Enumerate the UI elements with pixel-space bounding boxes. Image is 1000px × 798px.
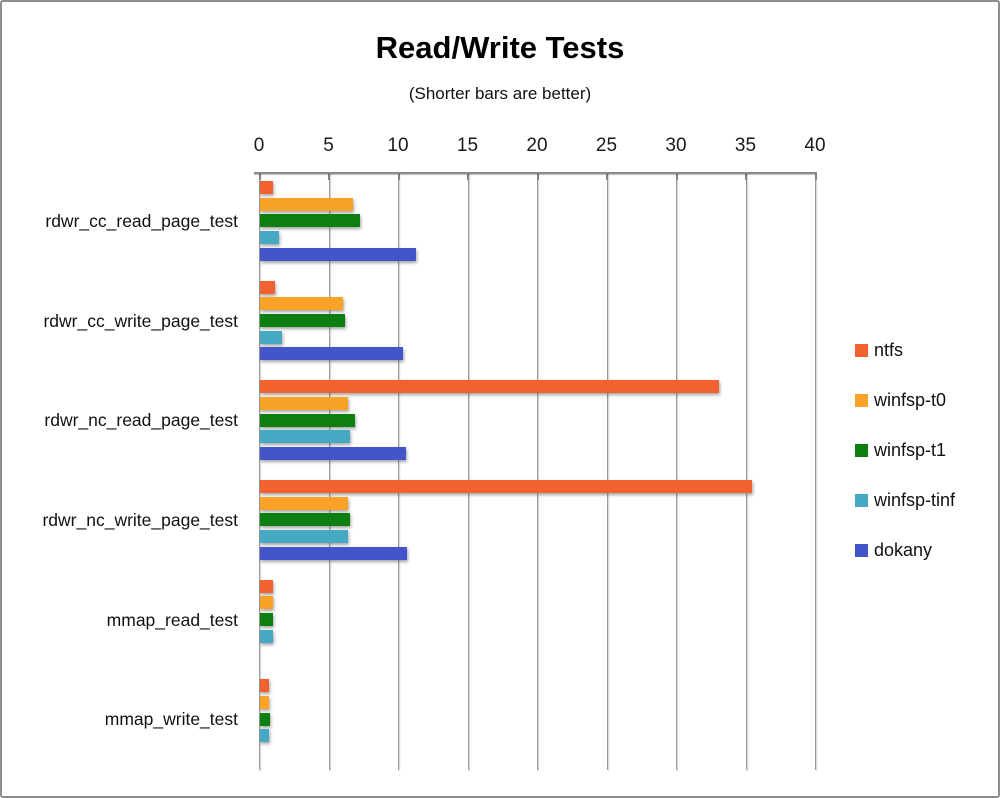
bar-winfsp-t1 — [260, 314, 345, 328]
bar-winfsp-t1 — [260, 613, 273, 627]
axis-tick — [536, 172, 539, 180]
axis-tick — [467, 172, 469, 180]
bar-ntfs — [260, 280, 275, 294]
axis-tick — [814, 172, 817, 180]
bar-winfsp-tinf — [260, 729, 269, 743]
bar-dokany — [260, 447, 406, 461]
bar-winfsp-t1 — [260, 712, 270, 726]
legend-label: winfsp-t0 — [874, 390, 947, 410]
bar-winfsp-t1 — [260, 214, 360, 228]
axis-tick — [328, 172, 330, 180]
legend-swatch-icon — [855, 494, 868, 507]
legend-item-ntfs: ntfs — [855, 340, 903, 361]
bar-winfsp-t0 — [260, 596, 273, 610]
value-axis-line — [254, 172, 815, 174]
category-label: rdwr_cc_read_page_test — [45, 210, 238, 231]
bar-ntfs — [260, 380, 719, 394]
axis-tick — [606, 172, 608, 180]
legend-label: winfsp-t1 — [874, 440, 947, 460]
category-label: mmap_read_test — [106, 609, 238, 630]
category-label: mmap_write_test — [104, 709, 238, 730]
bar-dokany — [260, 546, 407, 560]
bar-dokany — [260, 347, 403, 361]
x-tick-label: 25 — [595, 135, 618, 156]
bar-winfsp-tinf — [260, 330, 282, 344]
legend-label: ntfs — [874, 340, 904, 360]
bar-winfsp-tinf — [260, 629, 273, 643]
category-label: rdwr_cc_write_page_test — [43, 310, 238, 331]
gridline — [745, 172, 747, 770]
chart-subtitle: (Shorter bars are better) — [408, 84, 592, 103]
category-label: rdwr_nc_read_page_test — [44, 410, 238, 431]
legend-item-winfsp-t1: winfsp-t1 — [855, 440, 946, 461]
bar-winfsp-t1 — [260, 513, 350, 527]
bar-dokany — [260, 247, 416, 261]
axis-tick — [675, 172, 678, 180]
gridline — [606, 172, 608, 770]
x-tick-label: 20 — [526, 135, 548, 156]
gridline — [398, 172, 399, 770]
gridline — [815, 172, 816, 770]
axis-tick — [745, 172, 747, 180]
legend-swatch-icon — [855, 544, 868, 557]
x-tick-label: 40 — [804, 135, 826, 156]
legend-swatch-icon — [855, 444, 868, 457]
x-tick-label: 15 — [456, 135, 479, 156]
chart-title: Read/Write Tests — [375, 30, 625, 65]
legend-item-dokany: dokany — [855, 540, 932, 561]
gridline — [259, 172, 260, 770]
x-tick-label: 10 — [387, 135, 409, 156]
bar-ntfs — [260, 579, 273, 593]
bar-winfsp-tinf — [260, 530, 348, 544]
legend-label: dokany — [874, 540, 933, 560]
x-tick-label: 30 — [665, 135, 687, 156]
legend-swatch-icon — [855, 344, 868, 357]
category-label: rdwr_nc_write_page_test — [42, 509, 238, 530]
axis-tick — [258, 172, 261, 180]
bar-ntfs — [260, 181, 273, 194]
x-tick-label: 35 — [734, 135, 757, 156]
gridline — [467, 172, 469, 770]
bar-winfsp-t0 — [260, 696, 269, 710]
x-tick-label: 0 — [253, 135, 265, 156]
bar-winfsp-tinf — [260, 231, 279, 245]
gridline — [537, 172, 538, 770]
bar-winfsp-t0 — [260, 397, 348, 411]
bar-winfsp-t0 — [260, 297, 343, 311]
legend: ntfs winfsp-t0 winfsp-t1 winfsp-tinf dokany — [855, 340, 995, 590]
gridline — [676, 172, 677, 770]
bar-ntfs — [260, 679, 269, 693]
legend-label: winfsp-tinf — [874, 490, 956, 510]
legend-item-winfsp-tinf: winfsp-tinf — [855, 490, 955, 511]
bar-winfsp-t0 — [260, 496, 348, 510]
gridline — [328, 172, 330, 770]
bar-winfsp-t1 — [260, 413, 355, 427]
bar-winfsp-t0 — [260, 197, 353, 211]
bar-ntfs — [260, 480, 752, 493]
x-tick-label: 5 — [323, 135, 334, 156]
bar-winfsp-tinf — [260, 430, 350, 444]
axis-tick — [397, 172, 400, 180]
legend-item-winfsp-t0: winfsp-t0 — [855, 390, 946, 411]
legend-swatch-icon — [855, 394, 868, 407]
